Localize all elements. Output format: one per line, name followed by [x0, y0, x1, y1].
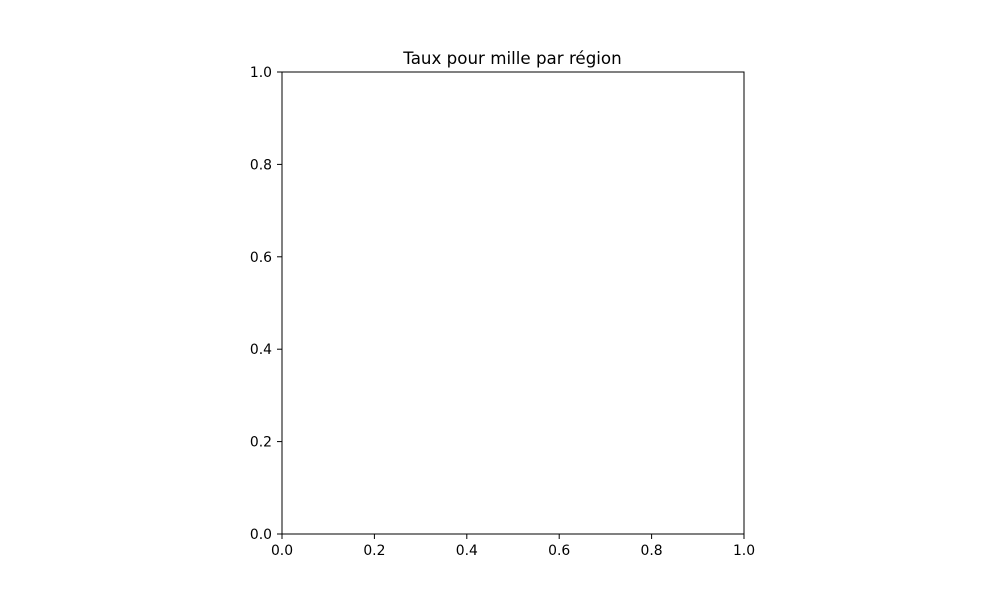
- x-tick-label: 0.2: [363, 543, 385, 559]
- plot-area: [281, 71, 745, 535]
- y-tick-label: 1.0: [250, 65, 272, 81]
- x-tick-label: 0.8: [641, 543, 663, 559]
- x-tick-label: 1.0: [733, 543, 755, 559]
- y-tick-label: 0.6: [250, 250, 272, 266]
- x-tick-label: 0.6: [548, 543, 570, 559]
- y-tick-label: 0.8: [250, 157, 272, 173]
- y-axis: 0.0 0.2 0.4 0.6 0.8 1.0: [250, 65, 282, 543]
- x-tick-label: 0.4: [456, 543, 478, 559]
- y-tick-label: 0.0: [250, 527, 272, 543]
- axes-frame: [281, 71, 745, 535]
- x-axis: 0.0 0.2 0.4 0.6 0.8 1.0: [271, 534, 755, 559]
- y-tick-label: 0.2: [250, 435, 272, 451]
- chart-title: Taux pour mille par région: [402, 48, 621, 68]
- y-tick-label: 0.4: [250, 342, 272, 358]
- x-tick-label: 0.0: [271, 543, 293, 559]
